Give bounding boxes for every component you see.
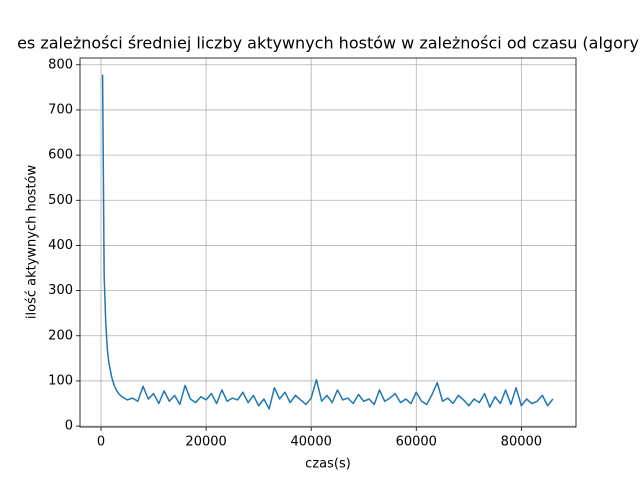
x-tick-label: 20000 — [185, 435, 226, 450]
y-tick-label: 400 — [48, 238, 73, 253]
y-tick-label: 500 — [48, 193, 73, 208]
y-tick-label: 300 — [48, 283, 73, 298]
x-tick-label: 0 — [97, 435, 105, 450]
x-tick-label: 80000 — [501, 435, 542, 450]
y-tick-label: 600 — [48, 148, 73, 163]
x-axis-label: czas(s) — [305, 457, 351, 472]
y-tick-label: 800 — [48, 57, 73, 72]
y-tick-label: 700 — [48, 102, 73, 117]
x-tick-label: 40000 — [291, 435, 332, 450]
y-tick-label: 200 — [48, 328, 73, 343]
x-tick-label: 60000 — [396, 435, 437, 450]
data-line — [101, 74, 554, 410]
y-tick-label: 100 — [48, 373, 73, 388]
plot-frame — [79, 57, 577, 428]
y-axis-label: ilość aktywnych hostów — [25, 165, 40, 320]
chart-title: es zależności średniej liczby aktywnych … — [17, 34, 639, 53]
y-tick-label: 0 — [65, 419, 73, 434]
